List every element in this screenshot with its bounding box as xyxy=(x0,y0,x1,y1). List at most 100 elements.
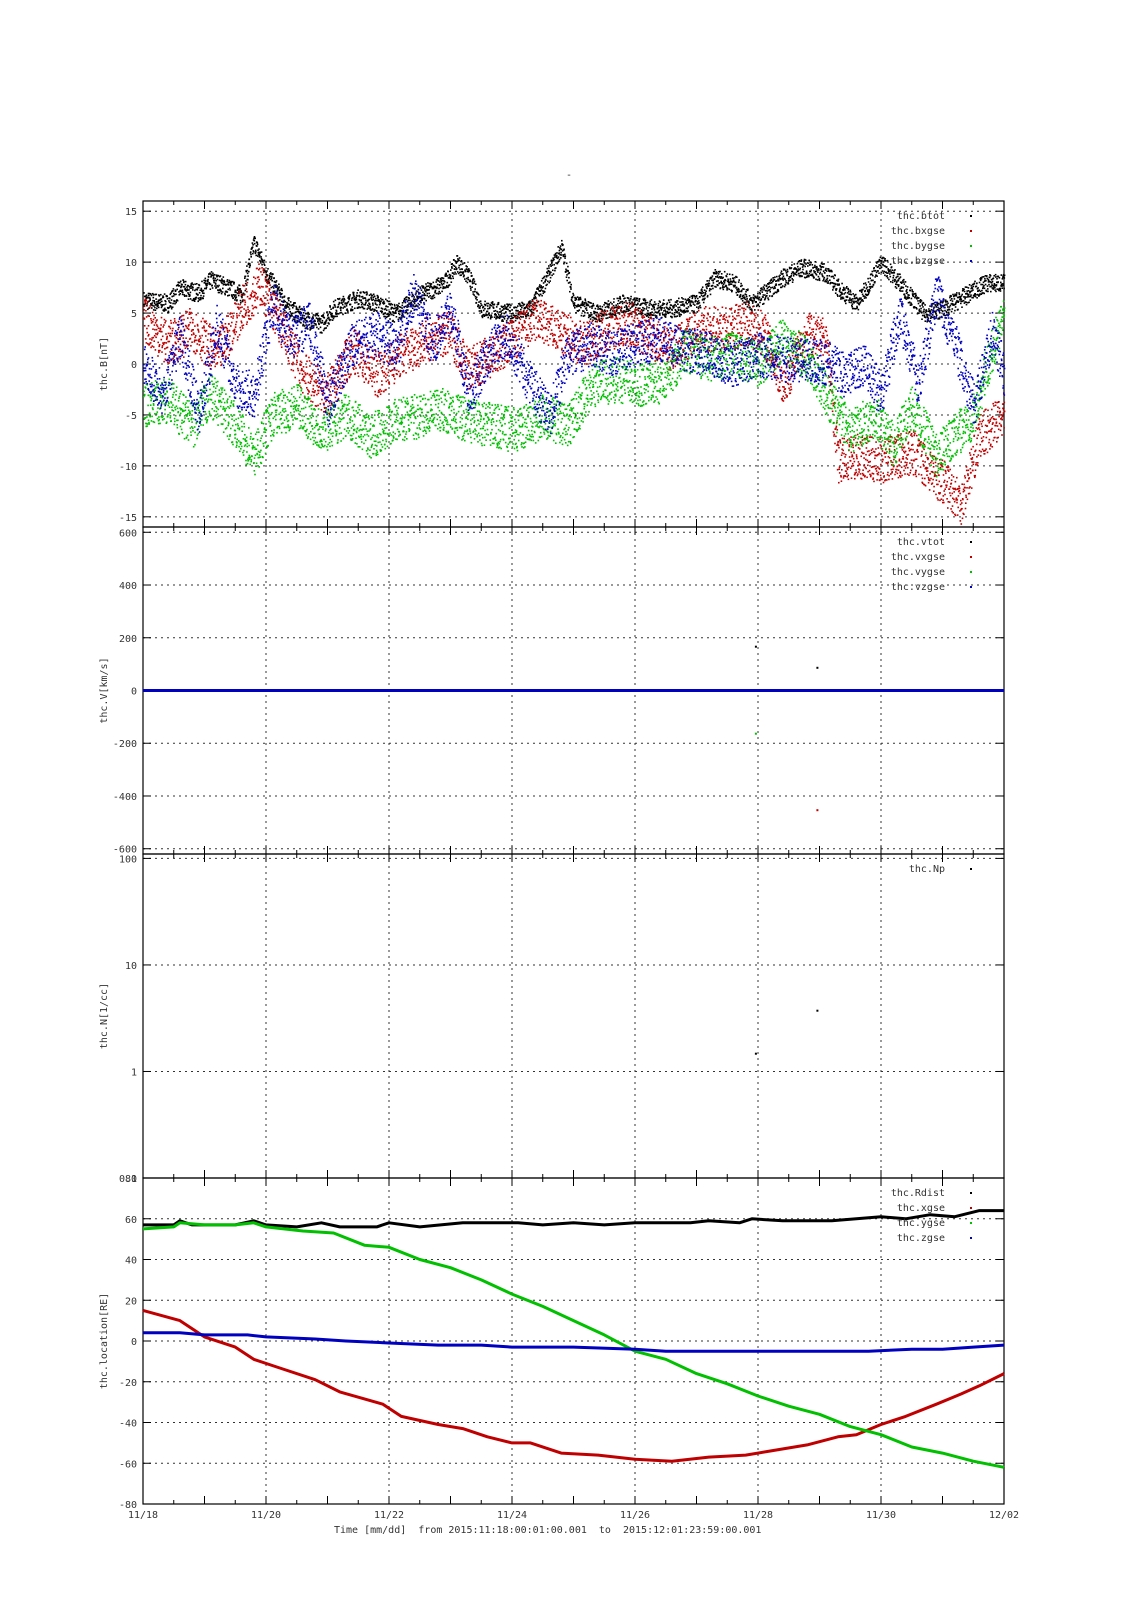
data-point xyxy=(433,296,436,299)
data-point xyxy=(397,349,399,351)
data-point xyxy=(308,313,310,315)
data-point xyxy=(146,331,149,334)
data-point xyxy=(974,295,977,298)
data-point xyxy=(538,294,541,297)
data-point xyxy=(185,325,188,328)
data-point xyxy=(369,356,372,359)
data-point xyxy=(229,312,232,314)
data-point xyxy=(396,304,398,306)
data-point xyxy=(242,324,245,326)
data-point xyxy=(967,287,970,289)
data-point xyxy=(421,322,423,325)
data-point xyxy=(186,327,189,329)
data-point xyxy=(161,351,163,353)
data-point xyxy=(147,308,149,311)
data-point xyxy=(756,297,759,300)
data-point xyxy=(407,299,409,302)
data-point xyxy=(230,316,233,318)
data-point xyxy=(548,267,550,269)
data-point xyxy=(643,299,645,302)
data-point xyxy=(639,307,641,310)
data-point xyxy=(315,379,317,381)
data-point xyxy=(577,299,580,301)
data-point xyxy=(541,294,543,297)
data-point xyxy=(406,296,408,298)
data-point xyxy=(790,267,793,269)
data-point xyxy=(481,316,484,319)
data-point xyxy=(881,270,884,272)
data-point xyxy=(410,329,412,331)
data-point xyxy=(380,390,383,392)
data-point xyxy=(163,293,166,295)
data-point xyxy=(244,282,247,285)
data-point xyxy=(865,284,867,286)
data-point xyxy=(249,318,251,320)
data-point xyxy=(565,268,567,271)
data-point xyxy=(920,310,922,312)
data-point xyxy=(347,347,349,349)
data-point xyxy=(218,284,220,287)
data-point xyxy=(433,285,436,287)
data-point xyxy=(187,285,190,287)
data-point xyxy=(668,299,670,301)
data-point xyxy=(186,289,189,291)
data-point xyxy=(617,312,619,314)
data-point xyxy=(213,356,216,358)
data-point xyxy=(805,263,807,265)
data-point xyxy=(424,289,426,292)
data-point xyxy=(670,315,672,318)
data-point xyxy=(240,310,242,313)
data-point xyxy=(163,360,165,363)
data-point xyxy=(432,281,435,284)
data-point xyxy=(884,258,886,260)
data-point xyxy=(330,313,332,316)
data-point xyxy=(770,287,772,289)
data-point xyxy=(297,308,300,311)
data-point xyxy=(278,340,280,343)
data-point xyxy=(150,322,153,324)
data-point xyxy=(256,245,258,247)
data-point xyxy=(727,278,729,281)
data-point xyxy=(424,356,426,359)
data-point xyxy=(740,285,742,288)
data-point xyxy=(154,322,157,324)
data-point xyxy=(864,282,867,284)
data-point xyxy=(568,276,570,279)
data-point xyxy=(896,280,898,283)
data-point xyxy=(229,313,231,315)
data-point xyxy=(242,284,244,287)
data-point xyxy=(883,257,885,259)
data-point xyxy=(925,309,928,311)
data-point xyxy=(261,273,264,276)
data-point xyxy=(508,315,511,318)
data-point xyxy=(181,349,184,352)
data-point xyxy=(839,291,842,294)
data-point xyxy=(644,302,646,305)
data-point xyxy=(405,341,408,343)
data-point xyxy=(362,366,364,369)
data-point xyxy=(431,338,434,340)
data-point xyxy=(395,316,398,318)
data-point xyxy=(443,287,445,289)
data-point xyxy=(455,262,458,264)
data-point xyxy=(337,313,340,315)
data-point xyxy=(148,294,150,297)
data-point xyxy=(446,286,448,288)
data-point xyxy=(207,278,209,281)
data-point xyxy=(215,347,218,350)
data-point xyxy=(783,285,786,288)
data-point xyxy=(397,346,400,349)
data-point xyxy=(331,365,333,368)
data-point xyxy=(833,285,836,288)
data-point xyxy=(251,246,254,248)
data-point xyxy=(943,314,945,316)
data-point xyxy=(654,316,657,318)
data-point xyxy=(167,307,169,310)
data-point xyxy=(307,390,310,392)
data-point xyxy=(152,309,155,311)
data-point xyxy=(682,310,685,312)
data-point xyxy=(364,362,367,365)
data-point xyxy=(265,274,268,276)
data-point xyxy=(312,388,314,390)
data-point xyxy=(155,293,158,296)
